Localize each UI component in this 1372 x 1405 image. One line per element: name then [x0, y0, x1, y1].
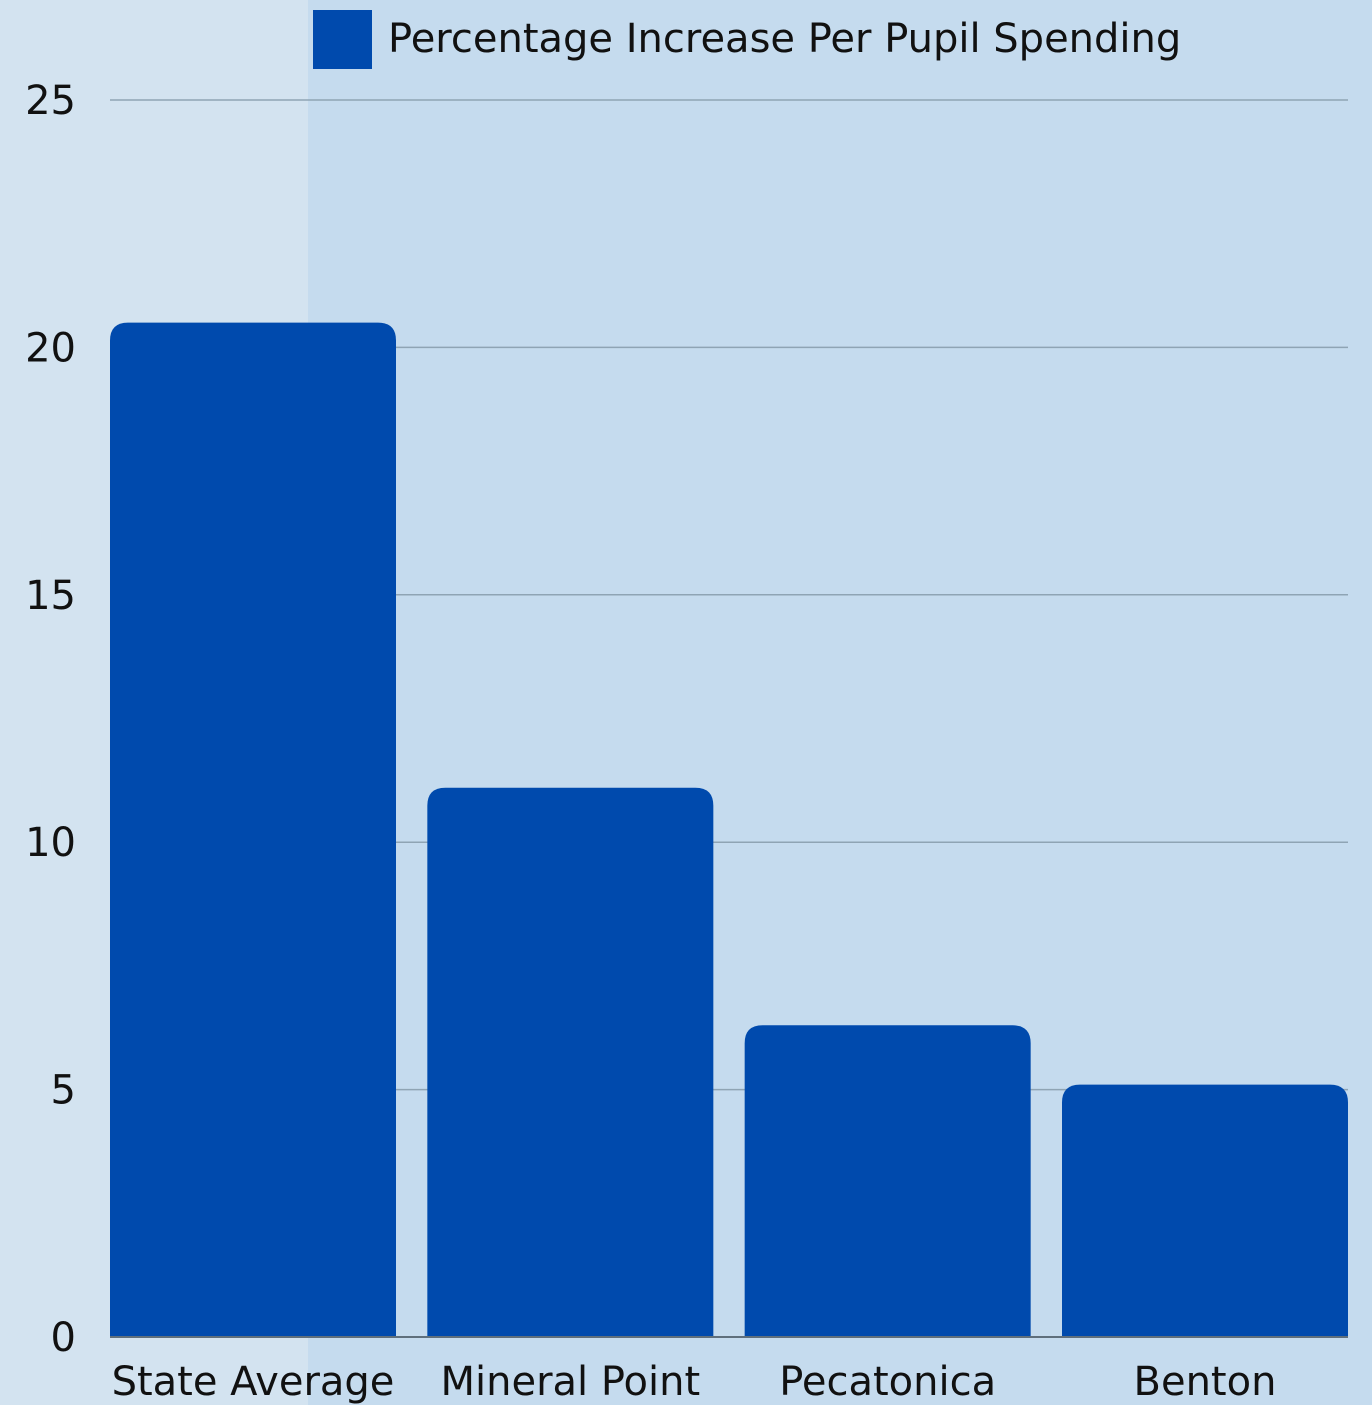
x-tick-label: State Average [112, 1359, 395, 1405]
y-tick-label: 25 [25, 78, 76, 124]
legend-label: Percentage Increase Per Pupil Spending [388, 16, 1181, 62]
y-axis-ticks: 0 5 10 15 20 25 [25, 78, 76, 1361]
bar-state-average [110, 322, 396, 1337]
bars [110, 322, 1348, 1337]
y-tick-label: 20 [25, 325, 76, 371]
legend-swatch [313, 10, 372, 69]
y-tick-label: 0 [51, 1315, 76, 1361]
x-axis-labels: State Average Mineral Point Pecatonica Bent… [112, 1359, 1277, 1405]
bar-mineral-point [427, 787, 714, 1337]
x-tick-label: Pecatonica [779, 1359, 996, 1405]
y-tick-label: 15 [25, 573, 76, 619]
y-tick-label: 10 [25, 820, 76, 866]
x-tick-label: Mineral Point [440, 1359, 700, 1405]
legend: Percentage Increase Per Pupil Spending [313, 10, 1181, 69]
y-tick-label: 5 [51, 1068, 76, 1114]
bar-pecatonica [744, 1025, 1031, 1337]
bar-benton [1062, 1084, 1348, 1337]
x-tick-label: Benton [1134, 1359, 1277, 1405]
